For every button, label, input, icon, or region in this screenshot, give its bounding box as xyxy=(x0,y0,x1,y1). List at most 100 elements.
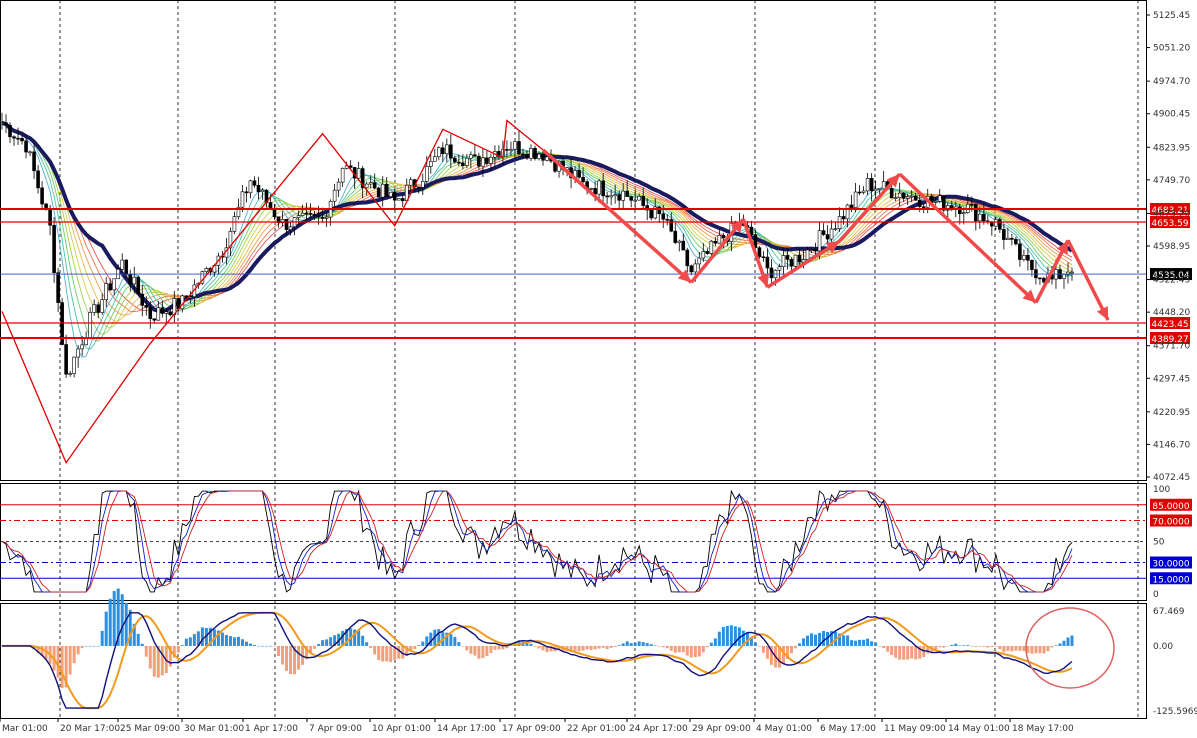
candle-body xyxy=(136,276,141,295)
macd-histogram-bar xyxy=(958,645,962,647)
macd-histogram-bar xyxy=(273,645,277,647)
macd-tick-label: 67.469 xyxy=(1153,607,1185,617)
macd-histogram-bar xyxy=(898,645,902,660)
candle-body xyxy=(160,307,165,314)
macd-histogram-bar xyxy=(128,609,132,646)
macd-histogram-bar xyxy=(1022,645,1026,652)
macd-histogram-bar xyxy=(1070,635,1074,646)
candle-body xyxy=(469,154,473,159)
zigzag-line xyxy=(1,119,544,465)
trend-arrowhead xyxy=(757,273,769,288)
moving-averages xyxy=(1,120,1074,358)
macd-histogram-bar xyxy=(144,645,148,657)
candle-body xyxy=(909,195,914,198)
candle-body xyxy=(128,274,133,285)
candle-body xyxy=(429,161,433,167)
candle-body xyxy=(649,209,654,219)
macd-histogram-bar xyxy=(581,645,585,651)
macd-histogram-bar xyxy=(657,645,661,647)
candle-body xyxy=(300,212,305,216)
macd-histogram-bar xyxy=(60,645,64,689)
osc-level-text: 70.0000 xyxy=(1152,518,1189,528)
macd-histogram-bar xyxy=(489,645,493,653)
candle-body xyxy=(869,178,874,192)
candle-body xyxy=(941,195,946,211)
time-tick-label: 1 Apr 17:00 xyxy=(245,724,298,734)
candle-body xyxy=(513,141,517,150)
candle-body xyxy=(721,235,726,239)
level-label: 4389.27 xyxy=(1150,331,1190,345)
osc-level-bg xyxy=(1150,572,1192,585)
macd-histogram-bar xyxy=(950,644,954,646)
trend-arrows xyxy=(541,148,1110,321)
macd-histogram-bar xyxy=(385,645,389,662)
osc-level-bg xyxy=(1150,514,1192,527)
macd-histogram-bar xyxy=(449,634,453,646)
support-resistance-lines[interactable]: 4683.21 4653.59 4423.45 4389.27 4535.04 xyxy=(0,203,1192,345)
macd-histogram-bar xyxy=(645,643,649,646)
candle-body xyxy=(416,186,421,189)
macd-histogram-bar xyxy=(1062,640,1066,646)
macd-histogram-bar xyxy=(505,645,509,649)
macd-histogram-bar xyxy=(152,645,156,677)
candle-body xyxy=(545,156,549,161)
candle-body xyxy=(994,219,998,227)
candle-body xyxy=(112,278,117,291)
candle-body xyxy=(156,307,161,321)
price-tick-label: 4371.70 xyxy=(1153,342,1190,352)
macd-histogram-bar xyxy=(325,639,329,646)
time-tick-label: 24 Apr 17:00 xyxy=(629,724,688,734)
level-label-bg xyxy=(1150,317,1190,329)
macd-histogram-bar xyxy=(80,645,84,649)
macd-histogram-bar xyxy=(68,645,72,675)
candle-body xyxy=(633,199,637,202)
macd-histogram-bar xyxy=(377,645,381,661)
macd-histogram-bar xyxy=(40,645,44,657)
macd-histogram-bar xyxy=(785,645,789,659)
macd-histogram-bar xyxy=(822,630,826,646)
time-tick-label: Mar 01:00 xyxy=(2,724,48,734)
macd-histogram-bar xyxy=(701,645,705,653)
price-axis: 5125.45 5051.20 4974.70 4900.45 4823.95 4749.… xyxy=(1146,11,1197,717)
candle-body xyxy=(168,311,173,316)
candle-body xyxy=(1002,229,1006,240)
macd-histogram-bar xyxy=(761,645,765,653)
macd-histogram-bar xyxy=(729,625,733,646)
trend-arrow xyxy=(689,218,745,284)
candle-body xyxy=(268,202,273,209)
macd-histogram-bar xyxy=(461,645,465,647)
candle-body xyxy=(893,197,898,200)
candle-body xyxy=(577,170,581,178)
macd-histogram-bar xyxy=(180,645,184,646)
macd-histogram-bar xyxy=(826,631,830,646)
candle-body xyxy=(769,267,774,279)
macd-histogram-bar xyxy=(132,623,136,646)
macd-histogram-bar xyxy=(220,632,224,646)
candle-body xyxy=(461,162,465,166)
macd-histogram-bar xyxy=(104,611,108,646)
candle-body xyxy=(521,153,525,156)
level-label-text: 4423.45 xyxy=(1151,320,1188,330)
macd-histogram-bar xyxy=(397,645,401,659)
macd-histogram-bar xyxy=(497,645,501,650)
macd-histogram-bar xyxy=(838,633,842,646)
candle-body xyxy=(485,157,489,164)
macd-histogram-bar xyxy=(1046,645,1050,652)
macd-histogram-bar xyxy=(1018,645,1022,651)
candle-body xyxy=(677,240,682,243)
macd-histogram-bar xyxy=(477,645,481,659)
candle-body xyxy=(1026,254,1030,261)
candle-body xyxy=(164,311,169,314)
price-tick-label: 4297.45 xyxy=(1153,374,1190,384)
candle-body xyxy=(653,206,658,219)
macd-histogram-bar xyxy=(781,645,785,664)
grid xyxy=(0,0,1147,719)
macd-histogram-bar xyxy=(148,645,152,669)
candle-body xyxy=(120,259,125,270)
candle-body xyxy=(813,249,818,252)
macd-histogram-bar xyxy=(184,638,188,646)
candle-body xyxy=(316,215,321,218)
macd-histogram-bar xyxy=(84,645,88,647)
macd-histogram-bar xyxy=(345,628,349,646)
